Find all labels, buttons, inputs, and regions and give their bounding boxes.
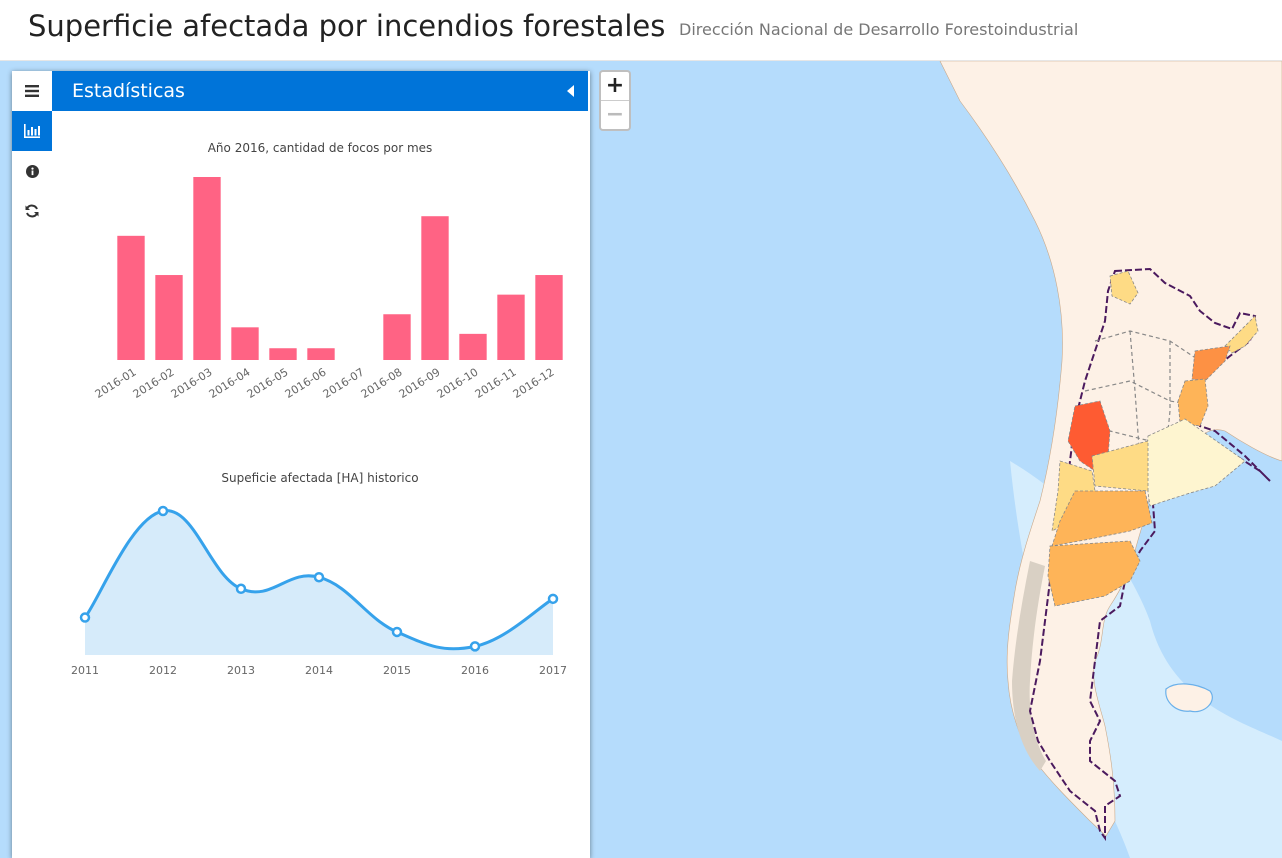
sidebar-tabs [12,71,52,858]
tab-statistics[interactable] [12,111,52,151]
province-misiones [1224,315,1259,354]
bar-2016-08[interactable] [383,314,411,360]
x-tick-label: 2016-04 [207,366,253,401]
zoom-in-button[interactable]: + [605,73,625,98]
point-2015[interactable] [391,626,403,638]
tab-menu[interactable] [12,71,52,111]
province-corrientes [1191,345,1231,382]
point-2014[interactable] [313,571,325,583]
x-tick-label: 2016-10 [435,366,481,401]
province-borders [1074,330,1201,462]
refresh-icon [25,204,39,218]
collapse-caret-icon[interactable] [567,85,574,97]
x-tick-label: 2011 [71,664,99,677]
bar-2016-03[interactable] [193,177,221,360]
x-tick-label: 2013 [227,664,255,677]
point-2012[interactable] [157,505,169,517]
x-tick-label: 2017 [539,664,567,677]
province-buenos-aires [1144,418,1246,507]
province-rio-negro [1051,490,1153,547]
x-tick-label: 2012 [149,664,177,677]
area-chart-title: Supeficie afectada [HA] historico [221,471,419,485]
x-tick-label: 2016-01 [93,366,139,401]
x-tick-label: 2016-06 [283,366,329,401]
bar-2016-05[interactable] [269,348,297,360]
sidebar: Estadísticas Año 2016, cantidad de focos… [12,71,590,858]
bar-2016-01[interactable] [117,235,145,360]
bar-2016-12[interactable] [535,275,563,360]
info-icon [25,164,39,178]
x-tick-label: 2015 [383,664,411,677]
x-tick-label: 2016-02 [131,366,177,401]
province-la-pampa [1091,440,1149,492]
zoom-out-button[interactable]: − [601,100,629,128]
point-2013[interactable] [235,583,247,595]
app-header: Superficie afectada por incendios forest… [0,0,1282,61]
bar-2016-06[interactable] [307,348,335,360]
bar-2016-11[interactable] [497,294,525,360]
bar-2016-10[interactable] [459,333,487,360]
x-tick-label: 2014 [305,664,333,677]
point-2011[interactable] [79,612,91,623]
monthly-fires-bar-chart: 2016-012016-022016-032016-042016-052016-… [93,177,563,401]
page-subtitle: Dirección Nacional de Desarrollo Foresto… [679,20,1079,39]
x-tick-label: 2016-12 [511,366,557,401]
statistics-pane: Año 2016, cantidad de focos por mes 2016… [52,111,588,858]
x-tick-label: 2016-11 [473,366,519,401]
x-tick-label: 2016-07 [321,366,367,401]
province-chubut [1047,540,1141,607]
pane-header: Estadísticas [52,71,588,111]
bar-chart-title: Año 2016, cantidad de focos por mes [207,141,433,155]
x-tick-label: 2016-08 [359,366,405,401]
bar-2016-02[interactable] [155,275,183,360]
x-tick-label: 2016-09 [397,366,443,401]
bar-chart-icon [24,124,40,138]
menu-icon [25,85,39,97]
bar-2016-09[interactable] [421,216,449,360]
x-tick-label: 2016 [461,664,489,677]
andes-relief [1012,561,1046,771]
province-entre-rios [1177,378,1209,427]
bar-2016-04[interactable] [231,327,259,360]
zoom-control: + − [599,70,631,131]
province-jujuy [1109,270,1139,305]
point-2017[interactable] [547,593,559,605]
pane-title: Estadísticas [72,80,185,102]
x-tick-label: 2016-05 [245,366,291,401]
x-tick-label: 2016-03 [169,366,215,401]
page-title: Superficie afectada por incendios forest… [28,9,666,43]
point-2016[interactable] [469,641,481,652]
area-fill [85,510,553,655]
falkland-islands [1165,683,1213,713]
tab-refresh[interactable] [12,191,52,231]
historic-area-chart: 2011 2012 2013 2014 2015 2016 2017 [71,505,567,677]
tab-info[interactable] [12,151,52,191]
